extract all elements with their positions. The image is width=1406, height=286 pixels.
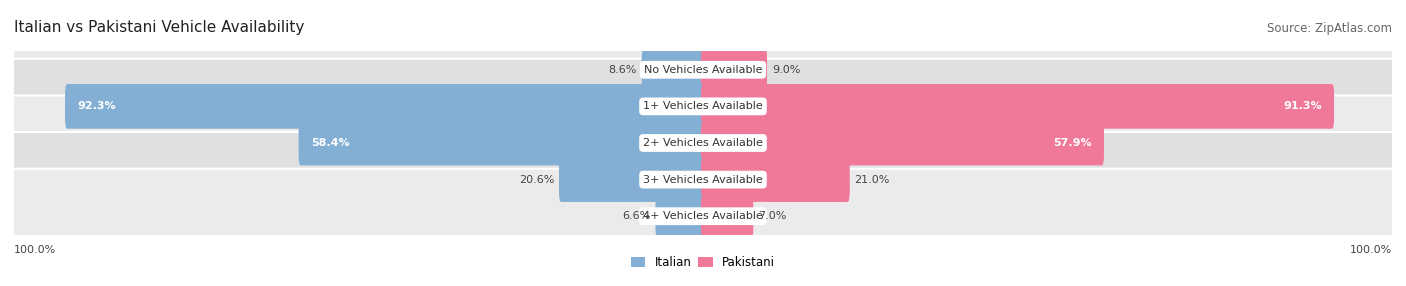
FancyBboxPatch shape bbox=[702, 121, 1104, 165]
Text: Source: ZipAtlas.com: Source: ZipAtlas.com bbox=[1267, 22, 1392, 35]
Text: 92.3%: 92.3% bbox=[77, 102, 117, 111]
FancyBboxPatch shape bbox=[8, 96, 1398, 190]
Legend: Italian, Pakistani: Italian, Pakistani bbox=[631, 256, 775, 269]
Text: 57.9%: 57.9% bbox=[1053, 138, 1091, 148]
Text: 4+ Vehicles Available: 4+ Vehicles Available bbox=[643, 211, 763, 221]
Text: 8.6%: 8.6% bbox=[609, 65, 637, 75]
Text: 100.0%: 100.0% bbox=[14, 245, 56, 255]
FancyBboxPatch shape bbox=[702, 47, 768, 92]
FancyBboxPatch shape bbox=[8, 59, 1398, 154]
Text: Italian vs Pakistani Vehicle Availability: Italian vs Pakistani Vehicle Availabilit… bbox=[14, 20, 305, 35]
Text: 6.6%: 6.6% bbox=[623, 211, 651, 221]
FancyBboxPatch shape bbox=[641, 47, 704, 92]
FancyBboxPatch shape bbox=[702, 157, 849, 202]
FancyBboxPatch shape bbox=[298, 121, 704, 165]
FancyBboxPatch shape bbox=[8, 22, 1398, 117]
FancyBboxPatch shape bbox=[8, 169, 1398, 264]
Text: 2+ Vehicles Available: 2+ Vehicles Available bbox=[643, 138, 763, 148]
FancyBboxPatch shape bbox=[702, 194, 754, 239]
Text: 9.0%: 9.0% bbox=[772, 65, 800, 75]
FancyBboxPatch shape bbox=[655, 194, 704, 239]
Text: 20.6%: 20.6% bbox=[519, 175, 554, 184]
Text: 7.0%: 7.0% bbox=[758, 211, 786, 221]
Text: 58.4%: 58.4% bbox=[311, 138, 350, 148]
Text: No Vehicles Available: No Vehicles Available bbox=[644, 65, 762, 75]
FancyBboxPatch shape bbox=[8, 132, 1398, 227]
FancyBboxPatch shape bbox=[702, 84, 1334, 129]
Text: 100.0%: 100.0% bbox=[1350, 245, 1392, 255]
Text: 1+ Vehicles Available: 1+ Vehicles Available bbox=[643, 102, 763, 111]
FancyBboxPatch shape bbox=[560, 157, 704, 202]
Text: 91.3%: 91.3% bbox=[1284, 102, 1322, 111]
Text: 3+ Vehicles Available: 3+ Vehicles Available bbox=[643, 175, 763, 184]
FancyBboxPatch shape bbox=[65, 84, 704, 129]
Text: 21.0%: 21.0% bbox=[855, 175, 890, 184]
